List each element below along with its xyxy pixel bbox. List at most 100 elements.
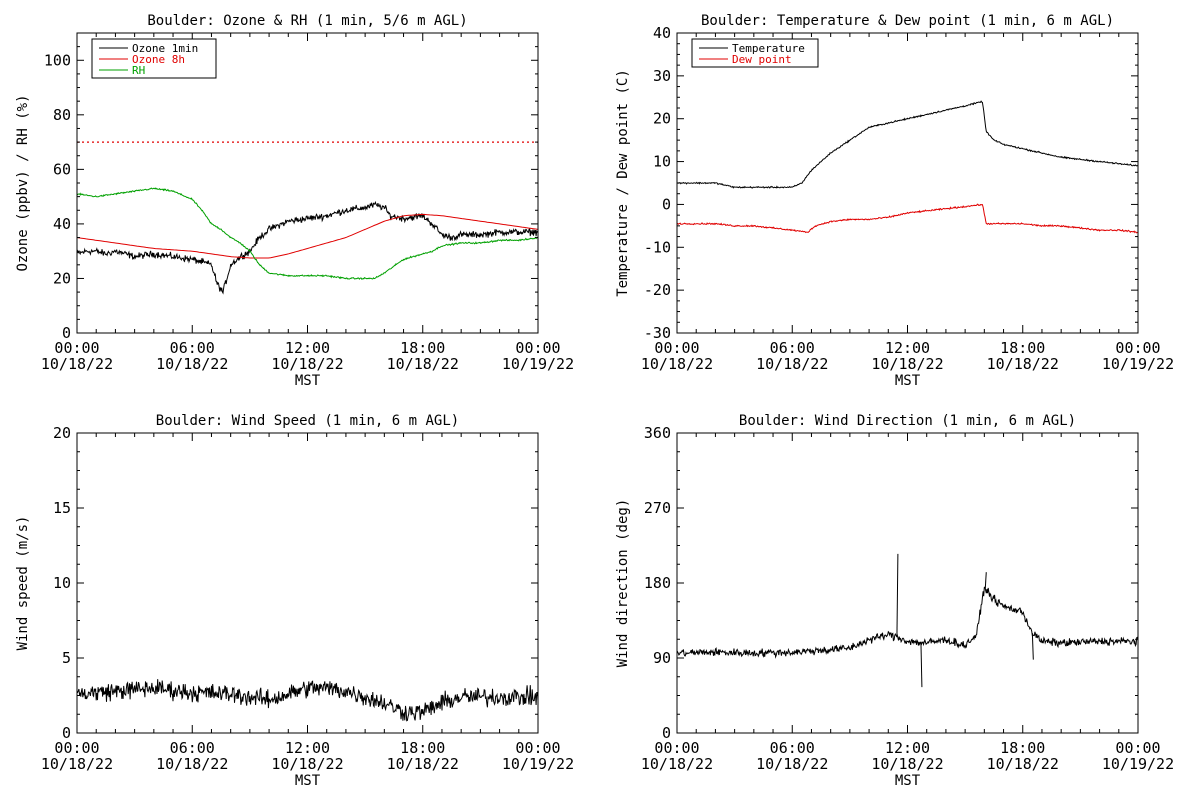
- y-tick-label: 180: [644, 574, 671, 592]
- x-tick-date-label: 10/18/22: [387, 755, 459, 773]
- series-line-1: [676, 586, 1139, 659]
- y-tick-label: -30: [644, 324, 671, 342]
- y-axis-label: Wind direction (deg): [615, 499, 631, 668]
- y-tick-label: 20: [53, 269, 71, 287]
- x-tick-time-label: 06:00: [170, 739, 215, 757]
- series-line-2: [676, 203, 1139, 234]
- series-line-3: [76, 187, 539, 280]
- y-tick-label: 20: [53, 424, 71, 442]
- x-tick-time-label: 18:00: [1000, 339, 1045, 357]
- y-tick-label: 0: [62, 724, 71, 742]
- y-tick-label: 0: [662, 195, 671, 213]
- y-axis-label: Ozone (ppbv) / RH (%): [15, 94, 31, 271]
- x-tick-time-label: 18:00: [1000, 739, 1045, 757]
- x-tick-date-label: 10/18/22: [156, 355, 228, 373]
- y-tick-label: 20: [653, 110, 671, 128]
- y-tick-label: 360: [644, 424, 671, 442]
- x-tick-time-label: 18:00: [400, 739, 445, 757]
- x-tick-time-label: 12:00: [285, 739, 330, 757]
- legend-label: Ozone 8h: [132, 53, 185, 66]
- x-tick-time-label: 00:00: [515, 739, 560, 757]
- x-tick-date-label: 10/19/22: [1102, 755, 1174, 773]
- x-tick-date-label: 10/18/22: [987, 355, 1059, 373]
- y-axis-label: Wind speed (m/s): [15, 516, 31, 651]
- legend-label: Temperature: [732, 42, 805, 55]
- x-tick-date-label: 10/18/22: [271, 755, 343, 773]
- series-line-1: [676, 100, 1139, 189]
- y-tick-label: 90: [653, 649, 671, 667]
- x-tick-time-label: 00:00: [1115, 739, 1160, 757]
- x-tick-time-label: 06:00: [770, 339, 815, 357]
- series-line-1: [76, 679, 539, 722]
- plot-frame: [676, 432, 1139, 734]
- y-axis-label: Temperature / Dew point (C): [615, 69, 631, 297]
- x-tick-time-label: 12:00: [285, 339, 330, 357]
- x-tick-time-label: 00:00: [654, 339, 699, 357]
- x-tick-time-label: 12:00: [885, 339, 930, 357]
- x-tick-time-label: 00:00: [1115, 339, 1160, 357]
- y-tick-label: 10: [53, 574, 71, 592]
- x-tick-date-label: 10/18/22: [387, 355, 459, 373]
- legend-label: Ozone 1min: [132, 42, 198, 55]
- x-tick-date-label: 10/18/22: [641, 355, 713, 373]
- chart-panel-3: Boulder: Wind Speed (1 min, 6 m AGL) 0 5 10…: [15, 413, 574, 789]
- y-tick-label: 15: [53, 499, 71, 517]
- x-tick-time-label: 06:00: [770, 739, 815, 757]
- y-tick-label: 270: [644, 499, 671, 517]
- x-tick-time-label: 06:00: [170, 339, 215, 357]
- y-tick-label: 60: [53, 160, 71, 178]
- spike-mark-3: [984, 572, 987, 589]
- x-tick-time-label: 00:00: [654, 739, 699, 757]
- spike-mark-4: [1031, 632, 1034, 660]
- y-tick-label: -20: [644, 281, 671, 299]
- x-tick-time-label: 18:00: [400, 339, 445, 357]
- x-tick-date-label: 10/18/22: [756, 355, 828, 373]
- x-tick-date-label: 10/18/22: [871, 755, 943, 773]
- chart-title: Boulder: Wind Speed (1 min, 6 m AGL): [156, 413, 459, 429]
- x-axis-label: MST: [895, 373, 921, 389]
- chart-panel-1: Boulder: Ozone & RH (1 min, 5/6 m AGL) 0 2…: [15, 13, 574, 389]
- x-tick-time-label: 00:00: [54, 739, 99, 757]
- x-tick-date-label: 10/19/22: [502, 355, 574, 373]
- x-tick-date-label: 10/18/22: [41, 355, 113, 373]
- series-line-2: [76, 213, 539, 259]
- legend-label: Dew point: [732, 53, 792, 66]
- y-tick-label: 5: [62, 649, 71, 667]
- x-tick-date-label: 10/19/22: [1102, 355, 1174, 373]
- chart-panel-2: Boulder: Temperature & Dew point (1 min,…: [615, 13, 1174, 389]
- series-line-1: [76, 200, 539, 295]
- x-tick-time-label: 12:00: [885, 739, 930, 757]
- x-tick-time-label: 00:00: [515, 339, 560, 357]
- y-tick-label: 100: [44, 51, 71, 69]
- x-tick-date-label: 10/18/22: [156, 755, 228, 773]
- y-tick-label: 10: [653, 153, 671, 171]
- x-tick-date-label: 10/18/22: [987, 755, 1059, 773]
- spike-mark-1: [896, 553, 899, 637]
- y-tick-label: 40: [53, 215, 71, 233]
- chart-panel-4: Boulder: Wind Direction (1 min, 6 m AGL)…: [615, 413, 1174, 789]
- chart-title: Boulder: Wind Direction (1 min, 6 m AGL): [739, 413, 1076, 429]
- x-tick-date-label: 10/18/22: [756, 755, 828, 773]
- legend-label: RH: [132, 64, 145, 77]
- y-tick-label: 0: [62, 324, 71, 342]
- x-tick-time-label: 00:00: [54, 339, 99, 357]
- x-axis-label: MST: [895, 773, 921, 789]
- x-tick-date-label: 10/18/22: [871, 355, 943, 373]
- y-tick-label: 80: [53, 106, 71, 124]
- y-tick-label: 30: [653, 67, 671, 85]
- x-tick-date-label: 10/18/22: [641, 755, 713, 773]
- plot-frame: [676, 32, 1139, 334]
- chart-title: Boulder: Temperature & Dew point (1 min,…: [701, 13, 1114, 29]
- legend-box: [691, 38, 819, 68]
- x-axis-label: MST: [295, 373, 321, 389]
- chart-title: Boulder: Ozone & RH (1 min, 5/6 m AGL): [147, 13, 467, 29]
- x-axis-label: MST: [295, 773, 321, 789]
- x-tick-date-label: 10/19/22: [502, 755, 574, 773]
- x-tick-date-label: 10/18/22: [41, 755, 113, 773]
- y-tick-label: 0: [662, 724, 671, 742]
- spike-mark-2: [920, 642, 923, 688]
- y-tick-label: -10: [644, 238, 671, 256]
